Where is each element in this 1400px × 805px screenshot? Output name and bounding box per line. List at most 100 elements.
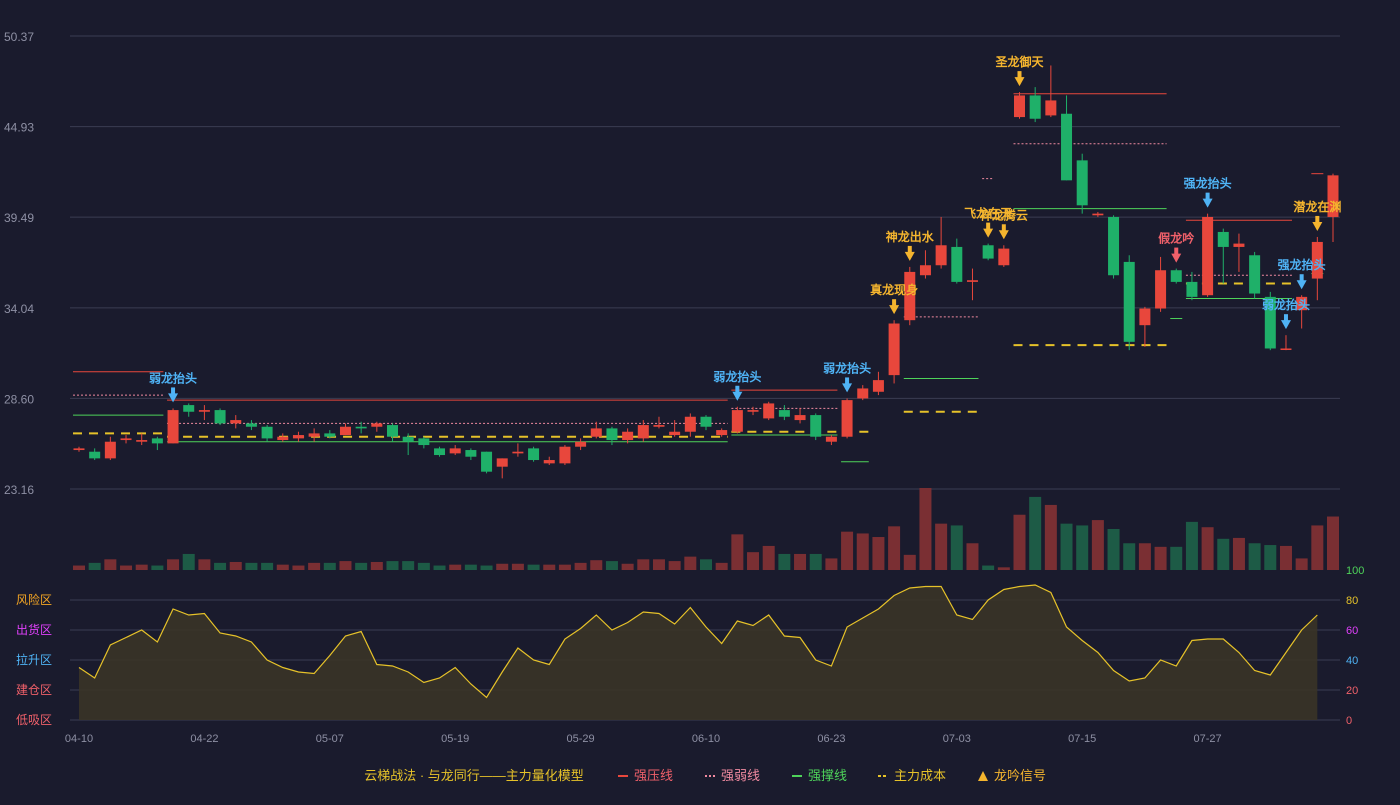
volume-bar (543, 564, 556, 570)
candle-body (1139, 308, 1151, 326)
candle-body (1076, 160, 1088, 206)
candle-body (1045, 100, 1057, 116)
candle-body (1061, 113, 1073, 181)
volume-bar (198, 559, 211, 570)
candle-body (606, 428, 618, 441)
zone-label: 拉升区 (16, 652, 52, 667)
volume-bar (1013, 514, 1026, 570)
candle-body (167, 410, 179, 444)
volume-bar (120, 565, 133, 570)
signal-arrow-stem (1001, 224, 1006, 232)
volume-bar (1264, 545, 1277, 570)
signal-arrow (983, 228, 994, 238)
signal-label: 飞龙在天 (964, 206, 1013, 221)
volume-bar (574, 562, 587, 570)
volume-bar (496, 563, 509, 570)
candle-body (778, 410, 790, 417)
volume-bar (731, 534, 744, 570)
candle-body (418, 438, 430, 446)
volume-bar (527, 564, 540, 570)
legend-label: 强弱线 (721, 768, 760, 783)
candles-layer (73, 65, 1339, 479)
oscillator-tick-label: 60 (1346, 625, 1358, 637)
volume-bar (1123, 543, 1136, 570)
volume-bar (747, 552, 760, 570)
grid-layer (70, 35, 1340, 721)
volume-bar (950, 525, 963, 570)
signal-arrow (998, 230, 1009, 240)
candle-body (841, 400, 853, 437)
candle-body (825, 436, 837, 442)
volume-layer (73, 488, 1339, 570)
candle-body (810, 415, 822, 437)
volume-bar (700, 559, 712, 570)
volume-bar (1201, 527, 1214, 570)
candle-body (575, 441, 587, 447)
volume-bar (1154, 546, 1167, 570)
signal-label: 弱龙抬头 (149, 370, 197, 385)
volume-bar (919, 488, 932, 570)
signal-arrow-stem (1299, 274, 1304, 282)
candle-body (324, 433, 336, 437)
signal-label: 假龙吟 (1158, 231, 1194, 246)
volume-bar (214, 562, 227, 570)
candle-body (245, 423, 257, 427)
volume-bar (417, 562, 430, 570)
signals-layer: 弱龙抬头 弱龙抬头弱龙抬头真龙现身神龙出水飞龙在天圣龙御天祥龙腾云假龙吟强龙抬头弱… (149, 54, 1341, 403)
legend-layer: 云梯战法 · 与龙同行——主力量化模型 强压线 强弱线 强撑线 主力成本 龙吟信号 (364, 768, 1046, 783)
candle-body (700, 416, 712, 427)
volume-bar (825, 558, 838, 570)
signal-arrow-stem (1315, 215, 1320, 223)
date-tick-label: 06-23 (817, 733, 845, 745)
volume-bar (480, 565, 493, 570)
candle-body (1029, 95, 1041, 119)
candle-body (966, 280, 978, 282)
candle-body (590, 428, 602, 437)
signal-label: 弱龙抬头 (713, 369, 761, 384)
volume-bar (637, 559, 650, 570)
candle-body (1014, 95, 1025, 118)
candle-body (73, 448, 85, 451)
volume-bar (605, 561, 618, 570)
volume-bar (229, 561, 242, 570)
candle-body (951, 246, 963, 282)
volume-bar (1170, 546, 1183, 570)
legend-label: 强撑线 (808, 768, 847, 783)
volume-bar (276, 564, 289, 570)
signal-arrow (1312, 221, 1323, 231)
volume-bar (1279, 545, 1292, 570)
signal-arrow-stem (1017, 71, 1022, 79)
volume-bar (903, 554, 916, 570)
candle-body (496, 458, 508, 467)
signal-arrow (842, 383, 853, 393)
price-tick-label: 23.16 (4, 483, 34, 497)
signal-label: 弱龙抬头 (823, 360, 871, 375)
volume-bar (370, 561, 383, 570)
oscillator-area (79, 585, 1318, 720)
candle-body (449, 448, 461, 454)
legend-label: 强压线 (634, 768, 673, 783)
signal-arrow (1296, 280, 1307, 290)
signal-arrow (168, 393, 179, 403)
volume-bar (856, 533, 869, 570)
candle-body (904, 271, 916, 321)
volume-bar (668, 561, 681, 570)
candle-body (434, 448, 446, 456)
volume-bar (778, 553, 791, 570)
candle-body (1123, 261, 1135, 342)
zone-label: 风险区 (16, 592, 52, 607)
volume-bar (872, 537, 885, 570)
zone-label: 出货区 (16, 622, 52, 637)
candle-body (1264, 296, 1276, 349)
candle-body (230, 420, 242, 424)
signal-arrow-stem (845, 377, 850, 385)
volume-bar (809, 553, 822, 570)
volume-bar (308, 562, 321, 570)
candle-body (543, 460, 555, 464)
volume-bar (88, 562, 101, 570)
legend-title: 云梯战法 · 与龙同行——主力量化模型 (364, 768, 584, 783)
oscillator-tick-label: 20 (1346, 685, 1358, 697)
volume-bar (1044, 504, 1057, 570)
candle-body (1186, 281, 1198, 297)
